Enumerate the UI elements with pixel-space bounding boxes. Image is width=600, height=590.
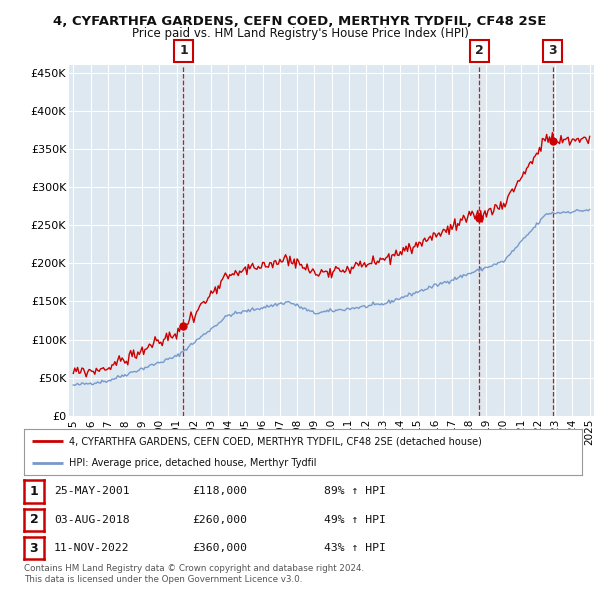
Text: 4, CYFARTHFA GARDENS, CEFN COED, MERTHYR TYDFIL, CF48 2SE (detached house): 4, CYFARTHFA GARDENS, CEFN COED, MERTHYR…: [68, 437, 482, 447]
Text: £260,000: £260,000: [192, 515, 247, 525]
Text: £118,000: £118,000: [192, 487, 247, 496]
Text: 3: 3: [548, 44, 557, 57]
Text: 1: 1: [179, 44, 188, 57]
Text: 2: 2: [475, 44, 484, 57]
Text: Contains HM Land Registry data © Crown copyright and database right 2024.: Contains HM Land Registry data © Crown c…: [24, 565, 364, 573]
Text: 03-AUG-2018: 03-AUG-2018: [54, 515, 130, 525]
Text: 2: 2: [29, 513, 38, 526]
Text: Price paid vs. HM Land Registry's House Price Index (HPI): Price paid vs. HM Land Registry's House …: [131, 27, 469, 40]
Text: 89% ↑ HPI: 89% ↑ HPI: [324, 487, 386, 496]
Text: 11-NOV-2022: 11-NOV-2022: [54, 543, 130, 553]
Text: 3: 3: [29, 542, 38, 555]
Text: 25-MAY-2001: 25-MAY-2001: [54, 487, 130, 496]
Text: 1: 1: [29, 485, 38, 498]
Text: 43% ↑ HPI: 43% ↑ HPI: [324, 543, 386, 553]
Text: 4, CYFARTHFA GARDENS, CEFN COED, MERTHYR TYDFIL, CF48 2SE: 4, CYFARTHFA GARDENS, CEFN COED, MERTHYR…: [53, 15, 547, 28]
Text: This data is licensed under the Open Government Licence v3.0.: This data is licensed under the Open Gov…: [24, 575, 302, 584]
Text: £360,000: £360,000: [192, 543, 247, 553]
Text: HPI: Average price, detached house, Merthyr Tydfil: HPI: Average price, detached house, Mert…: [68, 457, 316, 467]
Text: 49% ↑ HPI: 49% ↑ HPI: [324, 515, 386, 525]
